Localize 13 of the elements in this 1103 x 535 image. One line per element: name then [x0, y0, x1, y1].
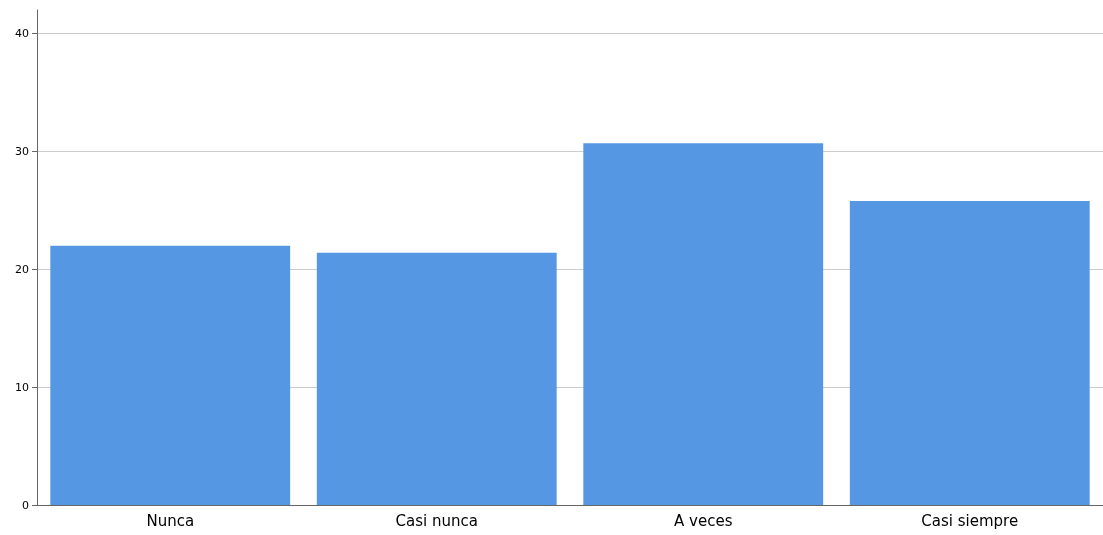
x-tick-label: Nunca [146, 511, 195, 530]
y-tick-label: 20 [15, 262, 29, 276]
x-tick-label: Casi nunca [395, 511, 478, 530]
bar [849, 200, 1090, 505]
y-tick-label: 40 [15, 27, 29, 41]
bar [316, 252, 557, 505]
bar [50, 245, 291, 505]
x-tick-label: A veces [674, 511, 733, 530]
y-tick-label: 30 [15, 144, 29, 158]
x-tick-label: Casi siempre [921, 511, 1019, 530]
y-tick-label: 10 [15, 380, 29, 394]
bar [583, 143, 824, 505]
y-tick-label: 0 [22, 498, 29, 512]
